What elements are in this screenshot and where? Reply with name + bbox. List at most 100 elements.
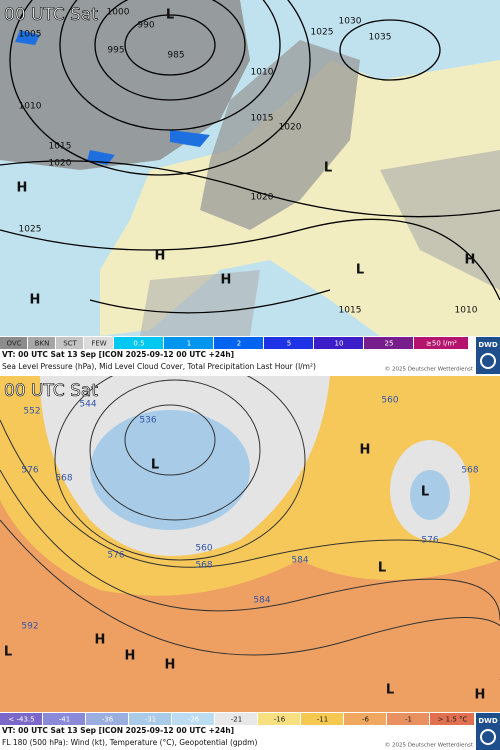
time-label: 00 UTC Sat [4, 5, 98, 25]
pressure-center: L [356, 263, 364, 278]
logo-mark [480, 729, 496, 745]
info-line: VT: 00 UTC Sat 13 Sep [ICON 2025-09-12 0… [2, 726, 234, 735]
pressure-center: H [17, 181, 28, 196]
legend-swatch [215, 713, 257, 725]
contour-label: 1020 [251, 193, 274, 203]
legend-swatch [114, 337, 163, 349]
pressure-center: H [95, 633, 106, 648]
legend-swatch [301, 713, 343, 725]
contour-label: 1030 [339, 17, 362, 27]
info-line: VT: 00 UTC Sat 13 Sep [ICON 2025-09-12 0… [2, 350, 234, 359]
legend-label: 10 [335, 340, 344, 348]
legend-label: BKN [35, 340, 50, 348]
legend-swatch [344, 713, 386, 725]
info-line: Sea Level Pressure (hPa), Mid Level Clou… [2, 362, 316, 371]
contour-label: 1005 [19, 30, 42, 40]
legend-swatch [214, 337, 263, 349]
legend-label: < -43.5 [8, 716, 34, 724]
logo: DWD [478, 717, 498, 725]
logo: DWD [478, 341, 498, 349]
contour-label: 592 [21, 622, 38, 632]
pressure-center: L [378, 561, 386, 576]
legend-swatch [84, 337, 113, 349]
contour-label: 536 [139, 416, 156, 426]
legend-swatch [129, 713, 171, 725]
logo-mark [480, 353, 496, 369]
legend-label: -11 [317, 716, 328, 724]
legend-label: -6 [362, 716, 370, 724]
legend-label: -36 [102, 716, 114, 724]
legend-label: 1 [187, 340, 191, 348]
contour-label: 1010 [19, 102, 42, 112]
legend-label: -31 [145, 716, 156, 724]
contour-label: 985 [167, 51, 184, 61]
contour-label: 568 [55, 474, 72, 484]
legend-swatch [364, 337, 413, 349]
legend-swatch [86, 713, 128, 725]
pressure-center: H [221, 273, 232, 288]
contour-label: 1020 [279, 123, 302, 133]
contour-label: 568 [461, 466, 478, 476]
contour-label: 576 [21, 466, 38, 476]
legend-swatch [28, 337, 55, 349]
legend-label: -16 [274, 716, 286, 724]
top-map [0, 0, 500, 336]
pressure-center: L [151, 458, 159, 473]
legend-label: > 1.5 °C [438, 716, 468, 724]
contour-label: 1035 [369, 33, 392, 43]
pressure-center: H [30, 293, 41, 308]
contour-label: 1010 [455, 306, 478, 316]
legend-swatch [264, 337, 313, 349]
pressure-center: L [324, 161, 332, 176]
contour-label: 544 [79, 400, 96, 410]
legend-swatch [414, 337, 468, 349]
contour-label: 584 [253, 596, 270, 606]
contour-label: 552 [23, 407, 40, 417]
contour-label: 995 [107, 46, 124, 56]
legend-swatch [56, 337, 83, 349]
pressure-center: H [465, 253, 476, 268]
contour-label: 1025 [19, 225, 42, 235]
legend-label: -21 [231, 716, 242, 724]
legend-label: 25 [385, 340, 394, 348]
legend-swatch [387, 713, 429, 725]
contour-label: 1010 [251, 68, 274, 78]
legend-label: 2 [237, 340, 241, 348]
contour-label: 990 [137, 21, 154, 31]
contour-label: 1020 [49, 159, 72, 169]
legend-swatch [430, 713, 474, 725]
legend-swatch [258, 713, 300, 725]
contour-label: 568 [195, 561, 212, 571]
legend-label: SCT [63, 340, 77, 348]
pressure-center: H [360, 443, 371, 458]
contour-label: 584 [291, 556, 308, 566]
legend-label: ≥50 l/m² [426, 340, 457, 348]
legend-swatch [0, 713, 42, 725]
copyright: © 2025 Deutscher Wetterdienst [385, 366, 474, 373]
contour-label: 576 [421, 536, 438, 546]
pressure-center: H [475, 688, 486, 703]
pressure-center: L [421, 485, 429, 500]
contour-label: 560 [381, 396, 398, 406]
pressure-center: L [386, 683, 394, 698]
time-label: 00 UTC Sat [4, 381, 98, 401]
legend-label: OVC [6, 340, 21, 348]
legend-swatch [43, 713, 85, 725]
legend-label: 5 [287, 340, 291, 348]
contour-label: 1015 [339, 306, 362, 316]
copyright: © 2025 Deutscher Wetterdienst [385, 742, 474, 749]
legend-swatch [314, 337, 363, 349]
pressure-center: H [155, 249, 166, 264]
legend-label: -41 [59, 716, 70, 724]
pressure-center: L [4, 645, 12, 660]
bottom-map [0, 376, 500, 712]
pressure-center: L [166, 8, 174, 23]
contour-label: 576 [107, 551, 124, 561]
info-bar [0, 349, 475, 374]
contour-label: 1015 [251, 114, 274, 124]
contour-label: 1000 [107, 8, 130, 18]
contour-label: 560 [195, 544, 212, 554]
legend-label: 0.5 [133, 340, 144, 348]
legend-label: FEW [91, 340, 106, 348]
